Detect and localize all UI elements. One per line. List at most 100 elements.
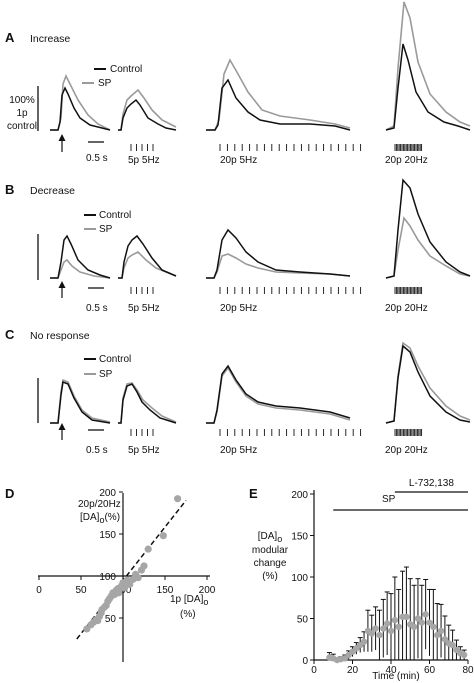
panel-e-letter: E xyxy=(249,486,258,501)
y-tick-label: 100 xyxy=(291,573,308,584)
trace-c-5p5hz-control xyxy=(118,383,177,424)
scatter-point xyxy=(174,495,182,503)
mean-point xyxy=(449,641,456,649)
x-tick-label: 80 xyxy=(462,665,474,676)
mean-point xyxy=(403,613,410,621)
legend-control-label: Control xyxy=(99,210,131,221)
y-axis-label-2: modular xyxy=(252,545,289,556)
scatter-point xyxy=(159,532,167,540)
legend-sp-label: SP xyxy=(99,224,113,235)
stim-ticks-20p5hz xyxy=(219,144,362,151)
sp-application-label: SP xyxy=(382,494,396,505)
panel-d: D 05010015020050100150200 20p/20Hz [DA]o… xyxy=(5,486,216,662)
x-tick-label: 60 xyxy=(424,665,436,676)
trace-a-1p-control xyxy=(50,86,111,131)
mean-point xyxy=(418,619,425,626)
mean-point xyxy=(426,619,433,626)
mean-point xyxy=(383,620,391,627)
y-axis-label-2: [DA]o(%) xyxy=(80,512,120,525)
panel-d-letter: D xyxy=(5,486,14,501)
trace-a-20p20hz-control xyxy=(385,43,471,131)
stim-label-20p20hz: 20p 20Hz xyxy=(385,155,428,166)
trace-c-20p20hz-sp xyxy=(385,341,471,424)
trace-b-20p20hz-sp xyxy=(385,216,471,279)
mean-point xyxy=(380,625,387,632)
panel-e: E 0 20 40 60 80 0 50 100 150 200 [DA]o modular ch… xyxy=(249,478,474,682)
y-axis-label-1: [DA]o xyxy=(258,531,282,544)
panel-c-title: No response xyxy=(30,330,90,342)
time-scale-label: 0.5 s xyxy=(86,445,108,456)
mean-point xyxy=(368,630,375,637)
y-tick-label: 50 xyxy=(105,614,117,625)
stim-arrow xyxy=(58,281,66,298)
panel-a-letter: A xyxy=(5,30,15,45)
stim-label-20p20hz: 20p 20Hz xyxy=(385,445,428,456)
x-tick-label: 40 xyxy=(385,665,397,676)
y-axis-label-4: (%) xyxy=(262,571,278,582)
mean-point xyxy=(387,627,395,635)
stim-label-5p5hz: 5p 5Hz xyxy=(128,155,160,166)
stim-label-20p20hz: 20p 20Hz xyxy=(385,303,428,314)
y-axis-label-3: change xyxy=(254,558,287,569)
mean-point xyxy=(391,616,399,624)
x-tick-label: 0 xyxy=(311,665,317,676)
time-scale-label: 0.5 s xyxy=(86,153,108,164)
stim-label-5p5hz: 5p 5Hz xyxy=(128,303,160,314)
x-tick-label: 0 xyxy=(36,585,42,596)
stim-arrow xyxy=(58,134,66,152)
trace-b-5p5hz-control xyxy=(118,234,177,279)
trace-a-20p20hz-sp xyxy=(385,1,471,131)
mean-point xyxy=(434,631,441,639)
x-axis-label-1: 1p [DA]o xyxy=(170,594,208,607)
panel-c-letter: C xyxy=(5,327,15,342)
stim-ticks-20p20hz xyxy=(394,144,423,151)
panel-a-title: Increase xyxy=(30,33,70,45)
x-tick-label: 20 xyxy=(347,665,359,676)
x-tick-label: 50 xyxy=(75,585,87,596)
y-tick-label: 0 xyxy=(302,656,308,667)
regression-line xyxy=(76,499,187,640)
trace-b-5p5hz-sp xyxy=(118,251,177,279)
scatter-points xyxy=(83,495,182,633)
y-tick-label: 200 xyxy=(99,488,116,499)
mean-point xyxy=(422,611,429,618)
trace-b-20p20hz-control xyxy=(385,178,471,279)
panel-b-letter: B xyxy=(5,182,14,197)
stim-ticks-20p20hz xyxy=(394,429,423,436)
mean-point xyxy=(460,651,468,659)
mean-point xyxy=(410,623,418,630)
trace-a-20p5hz-sp xyxy=(206,58,351,131)
y-tick-label: 200 xyxy=(291,490,308,501)
x-axis-label-2: (%) xyxy=(180,609,196,620)
scale-label-1: 100% xyxy=(9,95,35,106)
stim-arrow xyxy=(58,423,66,440)
axis-ticks: 0 20 40 60 80 0 50 100 150 200 xyxy=(291,490,474,676)
stim-label-20p5hz: 20p 5Hz xyxy=(220,155,257,166)
mean-point xyxy=(441,636,449,643)
legend-control-label: Control xyxy=(99,354,131,365)
x-axis-label: Time (min) xyxy=(372,671,419,682)
scale-label-3: control xyxy=(7,121,37,132)
panel-c: C No response Control SP 0.5 s 5p 5Hz 20… xyxy=(5,327,471,456)
stim-ticks-5p5hz xyxy=(130,429,154,436)
trace-c-20p20hz-control xyxy=(385,344,471,424)
legend-sp-label: SP xyxy=(98,78,112,89)
stim-label-20p5hz: 20p 5Hz xyxy=(220,445,257,456)
stim-ticks-20p20hz xyxy=(394,287,423,294)
panel-b-title: Decrease xyxy=(30,185,75,197)
scatter-point xyxy=(144,545,152,553)
antagonist-application-label: L-732,138 xyxy=(409,478,454,489)
stim-ticks-20p5hz xyxy=(219,287,362,294)
mean-point xyxy=(430,623,437,630)
mean-point xyxy=(395,623,402,630)
scatter-point xyxy=(115,589,123,597)
scale-label-2: 1p xyxy=(16,108,28,119)
mean-point xyxy=(414,615,422,622)
y-tick-label: 150 xyxy=(99,530,116,541)
y-tick-label: 100 xyxy=(99,572,116,583)
trace-c-1p-control xyxy=(50,380,111,424)
trace-c-20p5hz-sp xyxy=(206,366,351,424)
stim-ticks-5p5hz xyxy=(130,144,154,151)
mean-points xyxy=(326,611,468,664)
